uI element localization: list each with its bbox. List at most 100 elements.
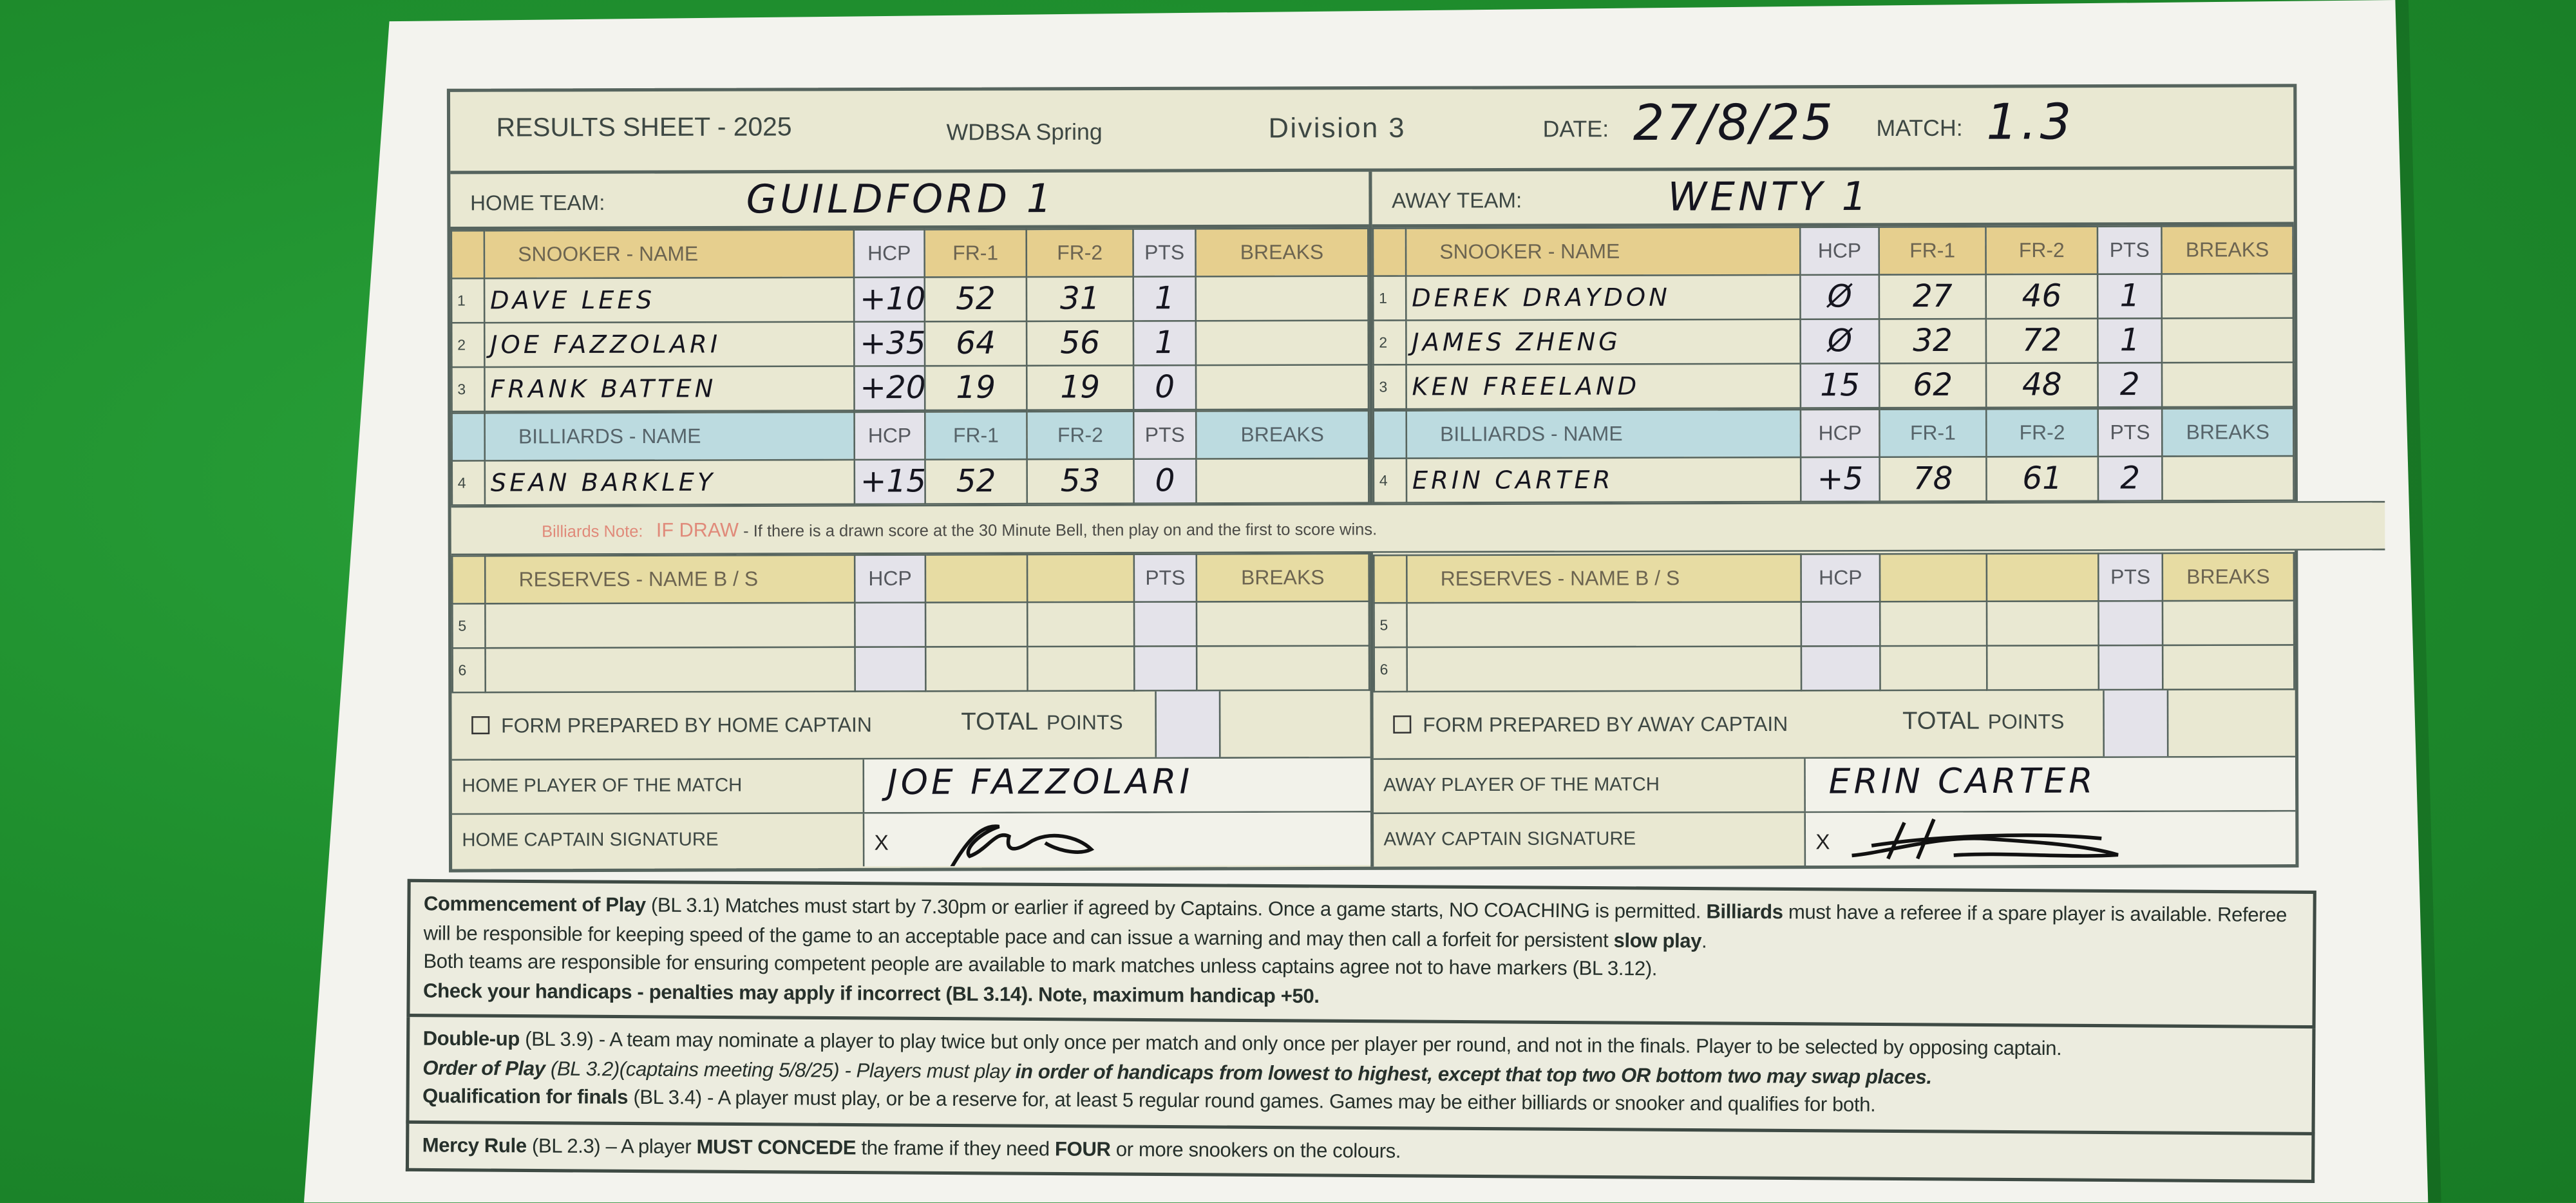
cell-name[interactable] xyxy=(485,602,855,649)
billiards-header-hcp: HCP xyxy=(854,412,925,460)
snooker-header-hcp: HCP xyxy=(1800,227,1879,275)
match-value: 1.3 xyxy=(1986,94,2075,153)
cell-pts: 1 xyxy=(1133,321,1196,366)
rule-text: Both teams are responsible for ensuring … xyxy=(423,949,1658,981)
cell-pts: 0 xyxy=(1133,365,1197,410)
cell-hcp[interactable] xyxy=(855,647,926,692)
cell-name: Erin Carter xyxy=(1406,457,1801,503)
billiards-header-breaks: BREAKS xyxy=(1196,410,1369,459)
cell-hcp: +15 xyxy=(854,459,925,504)
total-label: TOTAL xyxy=(1902,707,1980,736)
cell-hcp[interactable] xyxy=(1801,646,1880,691)
cell-fr1[interactable] xyxy=(925,647,1028,692)
cell-hcp: +35 xyxy=(854,321,925,366)
cell-breaks xyxy=(2161,317,2294,363)
cell-fr2: 19 xyxy=(1027,365,1134,410)
reserves-player-row: 6 xyxy=(452,645,1370,693)
cell-fr1[interactable] xyxy=(1880,645,1987,690)
reserves-header-hcp: HCP xyxy=(855,554,926,603)
cell-hcp[interactable] xyxy=(1801,602,1880,647)
home-captain-signature-row: HOME CAPTAIN SIGNATURE X xyxy=(452,812,1371,867)
cell-fr1: 19 xyxy=(925,365,1027,411)
snooker-header-pts: PTS xyxy=(1133,229,1196,277)
rule-text: Order of Play xyxy=(422,1056,545,1080)
rule-text: slow play xyxy=(1613,928,1702,952)
billiards-player-row: 4 Erin Carter +5 78 61 2 xyxy=(1373,456,2294,503)
snooker-header-name: SNOOKER - NAME xyxy=(1405,227,1801,276)
reserves-header-name: RESERVES - NAME B / S xyxy=(1406,554,1801,603)
form-prepared-checkbox[interactable] xyxy=(471,716,490,735)
cell-pts: 0 xyxy=(1133,459,1197,504)
match-label: MATCH: xyxy=(1876,114,1963,141)
billiards-header-breaks: BREAKS xyxy=(2162,408,2294,457)
row-number: 2 xyxy=(451,323,485,368)
total-label: TOTAL xyxy=(961,708,1039,737)
home-reserves-table: RESERVES - NAME B / S HCP PTS BREAKS 5 6 xyxy=(451,553,1370,693)
player-of-match-label: AWAY PLAYER OF THE MATCH xyxy=(1383,775,1660,796)
row-number: 1 xyxy=(1373,276,1406,321)
captain-signature-label: AWAY CAPTAIN SIGNATURE xyxy=(1383,829,1636,851)
captain-signature-field[interactable]: X xyxy=(862,812,1371,867)
rule-text: . xyxy=(1701,929,1707,952)
title-row: RESULTS SHEET - 2025 WDBSA Spring Divisi… xyxy=(450,87,2294,175)
billiards-header-fr1: FR-1 xyxy=(1879,409,1987,457)
captain-signature-field[interactable]: X xyxy=(1804,811,2296,866)
cell-fr2: 31 xyxy=(1026,276,1133,321)
cell-pts[interactable] xyxy=(1134,602,1197,647)
cell-name[interactable] xyxy=(485,647,855,693)
note-if-draw: IF DRAW xyxy=(656,518,739,542)
cell-name: Sean Barkley xyxy=(484,459,855,506)
home-player-of-match-row: HOME PLAYER OF THE MATCH Joe Fazzolari xyxy=(451,758,1370,815)
billiards-header-fr1: FR-1 xyxy=(925,412,1027,460)
row-number: 4 xyxy=(1373,458,1407,503)
snooker-header-fr2: FR-2 xyxy=(1985,226,2098,275)
cell-pts[interactable] xyxy=(1134,646,1197,691)
cell-breaks[interactable] xyxy=(2162,600,2295,645)
cell-breaks[interactable] xyxy=(1197,645,1370,691)
player-of-match-field[interactable]: Joe Fazzolari xyxy=(862,758,1370,813)
cell-pts[interactable] xyxy=(2098,645,2163,690)
points-label: POINTS xyxy=(1046,711,1123,735)
player-of-match-field[interactable]: Erin Carter xyxy=(1804,757,2296,811)
division: Division 3 xyxy=(1268,112,1406,144)
cell-fr2[interactable] xyxy=(1027,602,1135,647)
player-of-match-value: Joe Fazzolari xyxy=(887,762,1193,802)
cell-fr1[interactable] xyxy=(1880,601,1987,647)
cell-breaks xyxy=(1195,320,1368,366)
rules-box: Double-up (BL 3.9) - A team may nominate… xyxy=(406,1017,2316,1135)
cell-pts[interactable] xyxy=(2098,601,2163,646)
league-name: WDBSA Spring xyxy=(946,118,1103,146)
cell-fr2[interactable] xyxy=(1027,646,1135,691)
cell-fr1[interactable] xyxy=(925,602,1028,647)
home-form-prepared-row: FORM PREPARED BY HOME CAPTAIN TOTAL POINTS xyxy=(451,690,1370,761)
cell-fr2[interactable] xyxy=(1986,601,2099,646)
snooker-header-fr1: FR-1 xyxy=(1879,227,1986,275)
cell-fr2[interactable] xyxy=(1987,645,2099,690)
snooker-header-breaks: BREAKS xyxy=(2161,225,2293,274)
rule-text: (BL 3.4) - A player must play, or be a r… xyxy=(628,1085,1876,1117)
cell-breaks[interactable] xyxy=(1196,601,1369,647)
billiards-header-pts: PTS xyxy=(2098,408,2163,457)
snooker-player-row: 3 Ken Freeland 15 62 48 2 xyxy=(1373,362,2294,410)
home-team-section: HOME TEAM: Guildford 1 SNOOKER - NAME HCP FR… xyxy=(450,171,2385,869)
cell-name[interactable] xyxy=(1406,602,1801,648)
note-prefix: Billiards Note: xyxy=(542,523,643,542)
home-team-row: HOME TEAM: Guildford 1 xyxy=(450,171,1369,231)
cell-name[interactable] xyxy=(1406,646,1802,692)
total-points-label: TOTAL POINTS xyxy=(961,708,1123,737)
cell-hcp[interactable] xyxy=(855,602,926,647)
away-billiards-table: BILLIARDS - NAME HCP FR-1 FR-2 PTS BREAKS 4 Eri… xyxy=(1372,408,2294,504)
total-points-box[interactable] xyxy=(2103,690,2169,757)
cell-fr1: 32 xyxy=(1879,319,1987,364)
snooker-header-pts: PTS xyxy=(2097,226,2162,274)
cell-breaks xyxy=(1195,276,1368,321)
home-snooker-table: SNOOKER - NAME HCP FR-1 FR-2 PTS BREAKS 1 Dave … xyxy=(451,227,1370,412)
home-team-label: HOME TEAM: xyxy=(469,190,605,216)
total-points-box[interactable] xyxy=(1155,691,1221,757)
cell-breaks[interactable] xyxy=(2163,645,2295,690)
reserves-player-row: 6 xyxy=(1374,645,2295,692)
row-number: 5 xyxy=(1374,603,1407,648)
billiards-header-hcp: HCP xyxy=(1800,409,1880,458)
form-prepared-checkbox[interactable] xyxy=(1393,715,1412,734)
